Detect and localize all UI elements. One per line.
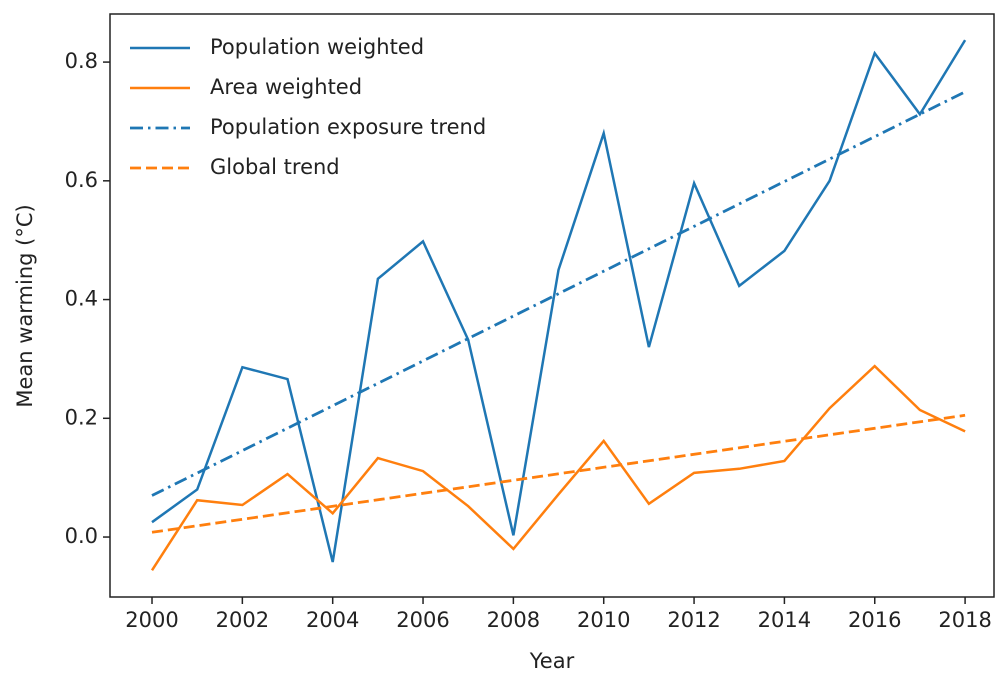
legend-label: Area weighted [210, 75, 362, 99]
x-tick-label: 2012 [667, 608, 720, 632]
y-axis-label: Mean warming (°C) [13, 204, 37, 407]
plot-frame [109, 13, 995, 598]
y-tick-label: 0.8 [65, 49, 98, 73]
legend-label: Population exposure trend [210, 115, 486, 139]
series-line [150, 364, 966, 571]
y-tick-label: 0.6 [65, 168, 98, 192]
x-tick-label: 2000 [125, 608, 178, 632]
x-tick-label: 2002 [216, 608, 269, 632]
legend-label: Global trend [210, 155, 340, 179]
x-tick-label: 2016 [848, 608, 901, 632]
series-line [151, 413, 966, 534]
y-tick-label: 0.2 [65, 405, 98, 429]
y-tick-label: 0.4 [65, 287, 98, 311]
legend-label: Population weighted [210, 35, 424, 59]
x-tick-label: 2008 [487, 608, 540, 632]
series-line [151, 90, 966, 497]
x-tick-label: 2018 [938, 608, 991, 632]
x-tick-label: 2010 [577, 608, 630, 632]
series-line [151, 39, 967, 563]
y-tick-label: 0.0 [65, 524, 98, 548]
x-tick-label: 2006 [396, 608, 449, 632]
x-tick-label: 2014 [758, 608, 811, 632]
x-tick-label: 2004 [306, 608, 359, 632]
x-axis-label: Year [529, 649, 575, 673]
